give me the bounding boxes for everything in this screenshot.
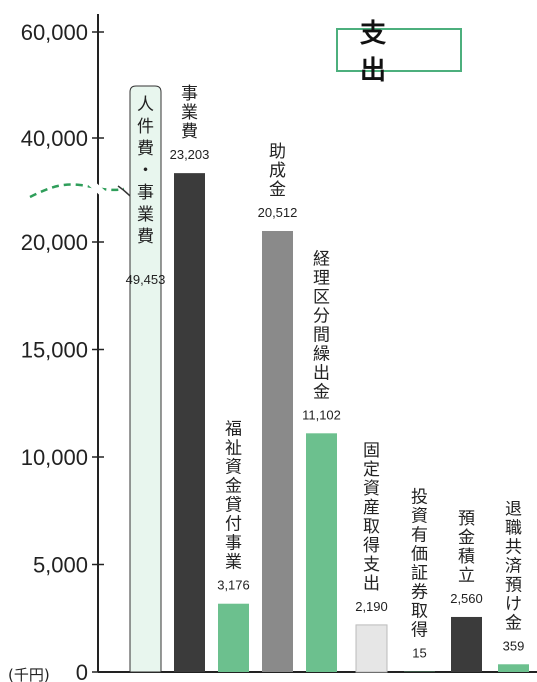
bar — [174, 173, 205, 672]
bar-value-label: 20,512 — [258, 205, 298, 220]
chart-title: 支 出 — [336, 19, 462, 86]
bar-category-label: 福祉資金貸付事業 — [225, 420, 242, 573]
bar-value-label: 15 — [412, 646, 426, 661]
chart-title-text: 支 出 — [360, 19, 457, 86]
y-tick-label: 0 — [76, 660, 88, 682]
bar — [451, 616, 482, 672]
unit-label: (千円) — [8, 666, 50, 682]
bar-value-label: 23,203 — [170, 147, 210, 162]
bar — [262, 230, 293, 672]
bar-category-label: 人件費・事業費 — [137, 95, 154, 247]
bar-category-label: 退職共済預け金 — [505, 499, 522, 633]
bar-value-label: 49,453 — [126, 272, 166, 287]
bar-category-label: 固定資産取得支出 — [363, 441, 380, 594]
bar-category-label: 投資有価証券取得 — [411, 488, 428, 641]
y-tick-label: 15,000 — [21, 338, 88, 363]
bar-value-label: 11,102 — [302, 407, 341, 422]
bar-value-label: 359 — [503, 638, 525, 653]
y-tick-label: 20,000 — [21, 230, 88, 255]
bar — [306, 433, 337, 672]
bar-value-label: 2,560 — [450, 591, 483, 606]
bar-value-label: 3,176 — [217, 578, 250, 593]
bar — [129, 85, 162, 673]
bar — [498, 664, 529, 672]
bar-category-label: 預金積立 — [458, 509, 475, 586]
bar — [218, 603, 249, 672]
axis-break-marker — [29, 183, 125, 199]
bar-category-label: 経理区分間繰出金 — [313, 249, 330, 402]
y-tick-label: 40,000 — [21, 126, 88, 151]
bar-category-label: 助成金 — [269, 142, 286, 200]
axis-break-gap — [87, 179, 109, 199]
y-tick-label: 60,000 — [21, 20, 88, 45]
bar — [355, 624, 388, 673]
y-tick-label: 10,000 — [21, 445, 88, 470]
y-tick-label: 5,000 — [33, 553, 88, 578]
bar-value-label: 2,190 — [355, 599, 388, 614]
bar-category-label: 事業費 — [181, 84, 198, 142]
axis-break-marker — [117, 185, 131, 197]
